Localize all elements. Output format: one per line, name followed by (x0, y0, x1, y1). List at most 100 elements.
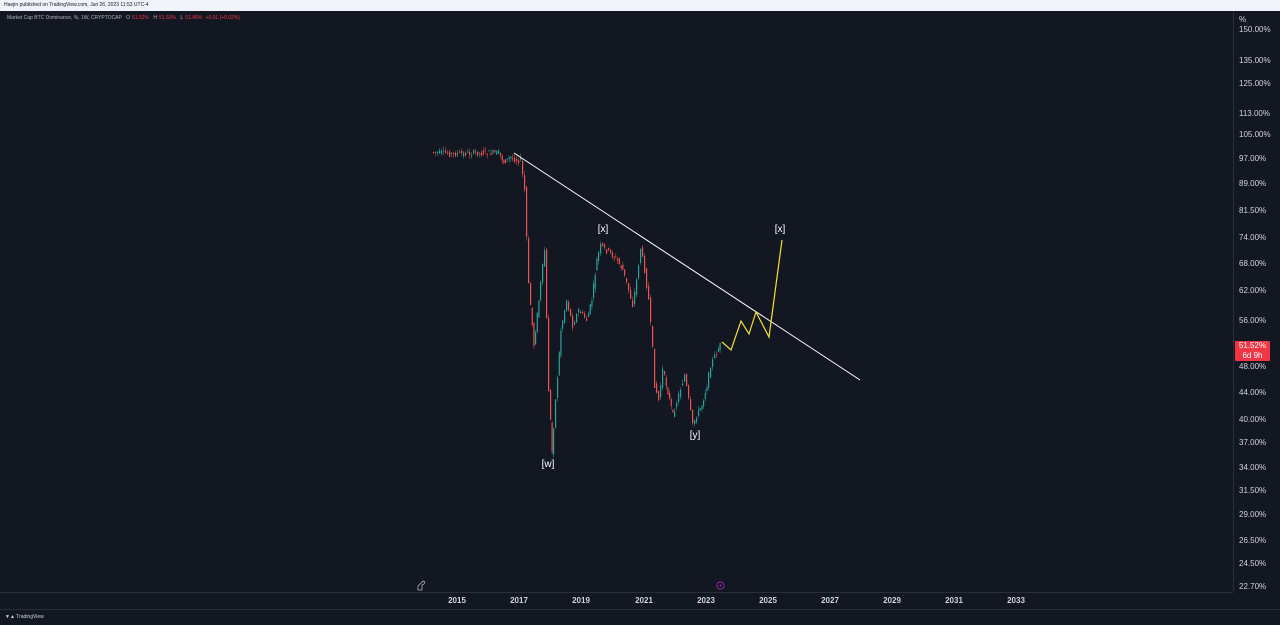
candle-body (455, 152, 457, 157)
candle-body (618, 258, 620, 264)
candle-body (684, 374, 686, 382)
candle-body (669, 393, 671, 399)
price-tick: 40.00% (1239, 415, 1267, 424)
candle-body (433, 151, 435, 153)
candle-body (546, 249, 548, 319)
legend-change: +0.01 (+0.02%) (205, 15, 240, 21)
candle-body (531, 307, 533, 326)
candle-body (708, 372, 710, 388)
candle-body (714, 354, 716, 359)
candle-body (548, 317, 550, 392)
year-tick: 2025 (759, 596, 777, 605)
candle-body (574, 322, 576, 325)
candle-body (562, 320, 564, 329)
candle-body (638, 265, 640, 279)
candle-body (699, 408, 701, 411)
chart-pane[interactable] (0, 11, 1233, 592)
candles-group (433, 146, 721, 459)
candle-body (580, 311, 582, 314)
candle-body (688, 385, 690, 399)
time-axis[interactable]: 2015 2017 2019 2021 2023 2025 2027 2029 … (0, 592, 1233, 609)
candle-body (706, 387, 708, 392)
candle-body (453, 152, 455, 154)
wave-label-w[interactable]: [w] (541, 459, 555, 470)
candle-body (620, 265, 622, 269)
candle-body (698, 409, 700, 416)
candle-body (646, 268, 648, 288)
candle-body (644, 256, 646, 273)
publisher-line: Haejin published on TradingView.com, Jun… (4, 2, 149, 8)
year-tick: 2017 (510, 596, 528, 605)
candle-body (488, 150, 490, 152)
candle-body (710, 367, 712, 378)
year-tick: 2027 (821, 596, 839, 605)
price-tick: 48.00% (1239, 362, 1267, 371)
candle-body (524, 175, 526, 190)
candle-body (469, 151, 471, 155)
candle-body (536, 313, 538, 332)
candle-body (686, 374, 688, 387)
candle-body (475, 151, 477, 153)
candle-body (551, 422, 553, 452)
wave-label-x1[interactable]: [x] (597, 224, 609, 235)
candle-body (484, 150, 486, 152)
candle-body (451, 152, 453, 154)
symbol-legend: Market Cap BTC Dominance, %, 1W, CRYPTOC… (7, 14, 240, 22)
candle-body (662, 368, 664, 388)
price-tick: 62.00% (1239, 286, 1267, 295)
price-axis[interactable]: % 150.00% 135.00% 125.00% 113.00% 105.00… (1233, 11, 1280, 592)
candle-body (542, 263, 544, 283)
candle-body (582, 312, 584, 314)
candle-body (443, 150, 445, 152)
tradingview-logo[interactable]: ▼▲ TradingView (5, 614, 44, 620)
wave-projection-path[interactable] (721, 239, 783, 352)
candle-body (678, 393, 680, 403)
candle-body (664, 371, 666, 375)
wave-label-y[interactable]: [y] (689, 430, 701, 441)
legend-low-label: L (180, 15, 184, 21)
candle-body (566, 300, 568, 311)
candle-body (463, 152, 465, 157)
wave-label-x2[interactable]: [x] (774, 224, 786, 235)
candle-body (526, 187, 528, 237)
publisher-bar: Haejin published on TradingView.com, Jun… (0, 0, 1280, 11)
candle-body (608, 247, 610, 250)
candle-body (482, 150, 484, 155)
candle-body (533, 323, 535, 346)
candle-body (596, 258, 598, 271)
candle-body (544, 250, 546, 267)
candle-body (615, 256, 617, 258)
candle-body (624, 269, 626, 276)
legend-open-label: O (126, 15, 131, 21)
candle-body (636, 279, 638, 295)
price-chart-svg[interactable] (0, 0, 1233, 592)
legend-title[interactable]: Market Cap BTC Dominance, %, 1W, CRYPTOC… (7, 15, 122, 21)
candle-body (667, 387, 669, 395)
candle-body (476, 151, 479, 156)
year-tick: 2033 (1007, 596, 1025, 605)
price-tick: 125.00% (1239, 79, 1271, 88)
candle-body (696, 417, 698, 423)
candle-body (441, 150, 443, 154)
candle-body (449, 151, 451, 157)
candle-body (665, 377, 667, 387)
price-tick: 97.00% (1239, 154, 1267, 163)
candle-body (439, 150, 441, 154)
candle-body (505, 159, 507, 164)
candle-body (690, 399, 692, 411)
candle-body (500, 152, 502, 156)
year-tick: 2029 (883, 596, 901, 605)
candle-body (650, 297, 652, 323)
candle-body (478, 152, 481, 154)
candle-body (498, 150, 500, 154)
candle-body (435, 151, 437, 153)
candle-body (692, 409, 694, 423)
candle-body (632, 300, 634, 307)
candle-body (610, 249, 612, 253)
descending-trendline[interactable] (513, 152, 861, 381)
candle-body (516, 158, 518, 162)
candle-body (564, 310, 566, 323)
legend-high-value: 51.53% (159, 15, 176, 21)
candle-body (557, 378, 559, 398)
year-tick: 2023 (697, 596, 715, 605)
